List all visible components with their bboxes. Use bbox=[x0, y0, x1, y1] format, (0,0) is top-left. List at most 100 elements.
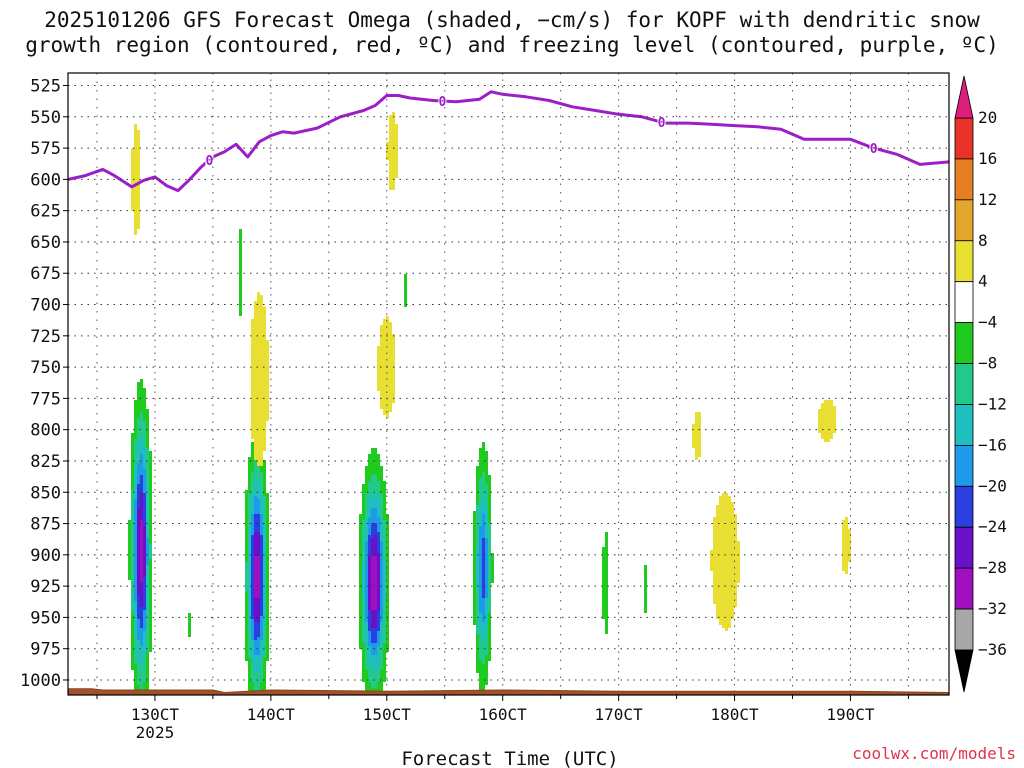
omega-cell bbox=[248, 577, 251, 580]
omega-cell bbox=[485, 592, 488, 595]
omega-cell bbox=[485, 526, 488, 529]
omega-cell bbox=[263, 601, 266, 604]
omega-cell bbox=[146, 442, 149, 445]
omega-cell bbox=[380, 343, 395, 346]
omega-cell bbox=[473, 526, 476, 529]
omega-cell bbox=[386, 532, 389, 535]
omega-cell bbox=[710, 559, 740, 562]
omega-cell bbox=[380, 634, 383, 637]
omega-cell bbox=[263, 604, 266, 607]
omega-cell bbox=[359, 604, 362, 607]
omega-cell bbox=[266, 529, 269, 532]
omega-cell bbox=[644, 583, 647, 586]
omega-cell bbox=[473, 622, 476, 625]
omega-cell bbox=[359, 643, 365, 646]
omega-cell bbox=[476, 541, 479, 544]
omega-cell bbox=[143, 538, 146, 541]
omega-cell bbox=[134, 217, 140, 220]
omega-cell bbox=[479, 568, 482, 571]
x-axis-label: Forecast Time (UTC) bbox=[401, 748, 618, 768]
omega-cell bbox=[389, 172, 398, 175]
omega-cell bbox=[488, 484, 491, 487]
omega-cell bbox=[248, 616, 251, 619]
omega-cell bbox=[263, 664, 266, 667]
omega-cell bbox=[479, 679, 488, 682]
omega-cell bbox=[365, 493, 371, 496]
omega-cell bbox=[260, 487, 263, 490]
omega-cell bbox=[476, 667, 488, 670]
omega-cell bbox=[644, 607, 647, 610]
omega-cell bbox=[239, 244, 242, 247]
omega-cell bbox=[143, 571, 146, 574]
omega-cell bbox=[146, 667, 149, 670]
omega-cell bbox=[149, 577, 152, 580]
omega-cell bbox=[140, 493, 143, 496]
omega-cell bbox=[134, 442, 137, 445]
omega-cell bbox=[251, 322, 266, 325]
omega-cell bbox=[404, 295, 407, 298]
omega-cell bbox=[359, 610, 362, 613]
omega-cell bbox=[254, 517, 260, 520]
omega-cell bbox=[134, 424, 137, 427]
omega-cell bbox=[260, 511, 263, 514]
omega-cell bbox=[131, 559, 134, 562]
omega-cell bbox=[380, 631, 383, 634]
omega-cell bbox=[239, 253, 242, 256]
omega-cell bbox=[146, 661, 149, 664]
omega-cell bbox=[137, 478, 140, 481]
omega-cell bbox=[383, 655, 386, 658]
omega-cell bbox=[254, 625, 260, 628]
omega-cell bbox=[251, 586, 254, 589]
omega-cell bbox=[134, 220, 140, 223]
omega-cell bbox=[131, 538, 134, 541]
omega-cell bbox=[377, 670, 380, 673]
omega-cell bbox=[131, 661, 134, 664]
omega-cell bbox=[254, 535, 260, 538]
omega-cell bbox=[842, 556, 851, 559]
omega-cell bbox=[263, 589, 266, 592]
omega-cell bbox=[254, 466, 260, 469]
omega-cell bbox=[476, 643, 479, 646]
omega-cell bbox=[251, 493, 263, 496]
omega-cell bbox=[134, 511, 137, 514]
omega-cell bbox=[131, 637, 134, 640]
omega-cell bbox=[146, 511, 149, 514]
omega-cell bbox=[365, 538, 368, 541]
omega-cell bbox=[476, 604, 479, 607]
omega-cell bbox=[134, 544, 137, 547]
y-tick-label: 1000 bbox=[20, 671, 61, 691]
omega-cell bbox=[365, 592, 368, 595]
omega-cell bbox=[365, 646, 368, 649]
omega-cell bbox=[488, 598, 491, 601]
omega-cell bbox=[479, 559, 482, 562]
omega-cell bbox=[131, 496, 134, 499]
omega-cell bbox=[251, 553, 254, 556]
omega-cell bbox=[245, 622, 248, 625]
omega-cell bbox=[473, 601, 476, 604]
omega-cell bbox=[143, 514, 146, 517]
omega-cell bbox=[383, 640, 386, 643]
omega-cell bbox=[146, 655, 149, 658]
omega-cell bbox=[248, 607, 251, 610]
omega-cell bbox=[137, 601, 140, 604]
omega-cell bbox=[188, 628, 191, 631]
omega-cell bbox=[137, 442, 143, 445]
omega-cell bbox=[131, 508, 134, 511]
omega-cell bbox=[143, 487, 146, 490]
omega-cell bbox=[260, 505, 263, 508]
omega-cell bbox=[479, 676, 488, 679]
omega-cell bbox=[383, 553, 386, 556]
omega-cell bbox=[146, 670, 149, 673]
omega-cell bbox=[365, 616, 368, 619]
ground-layer bbox=[68, 688, 949, 695]
omega-cell bbox=[248, 520, 251, 523]
omega-cell bbox=[383, 544, 386, 547]
omega-cell bbox=[377, 385, 395, 388]
omega-cell bbox=[245, 553, 248, 556]
omega-cell bbox=[146, 529, 149, 532]
omega-cell bbox=[251, 367, 269, 370]
omega-cell bbox=[605, 625, 608, 628]
omega-cell bbox=[245, 616, 248, 619]
omega-cell bbox=[140, 685, 143, 688]
omega-cell bbox=[479, 580, 482, 583]
